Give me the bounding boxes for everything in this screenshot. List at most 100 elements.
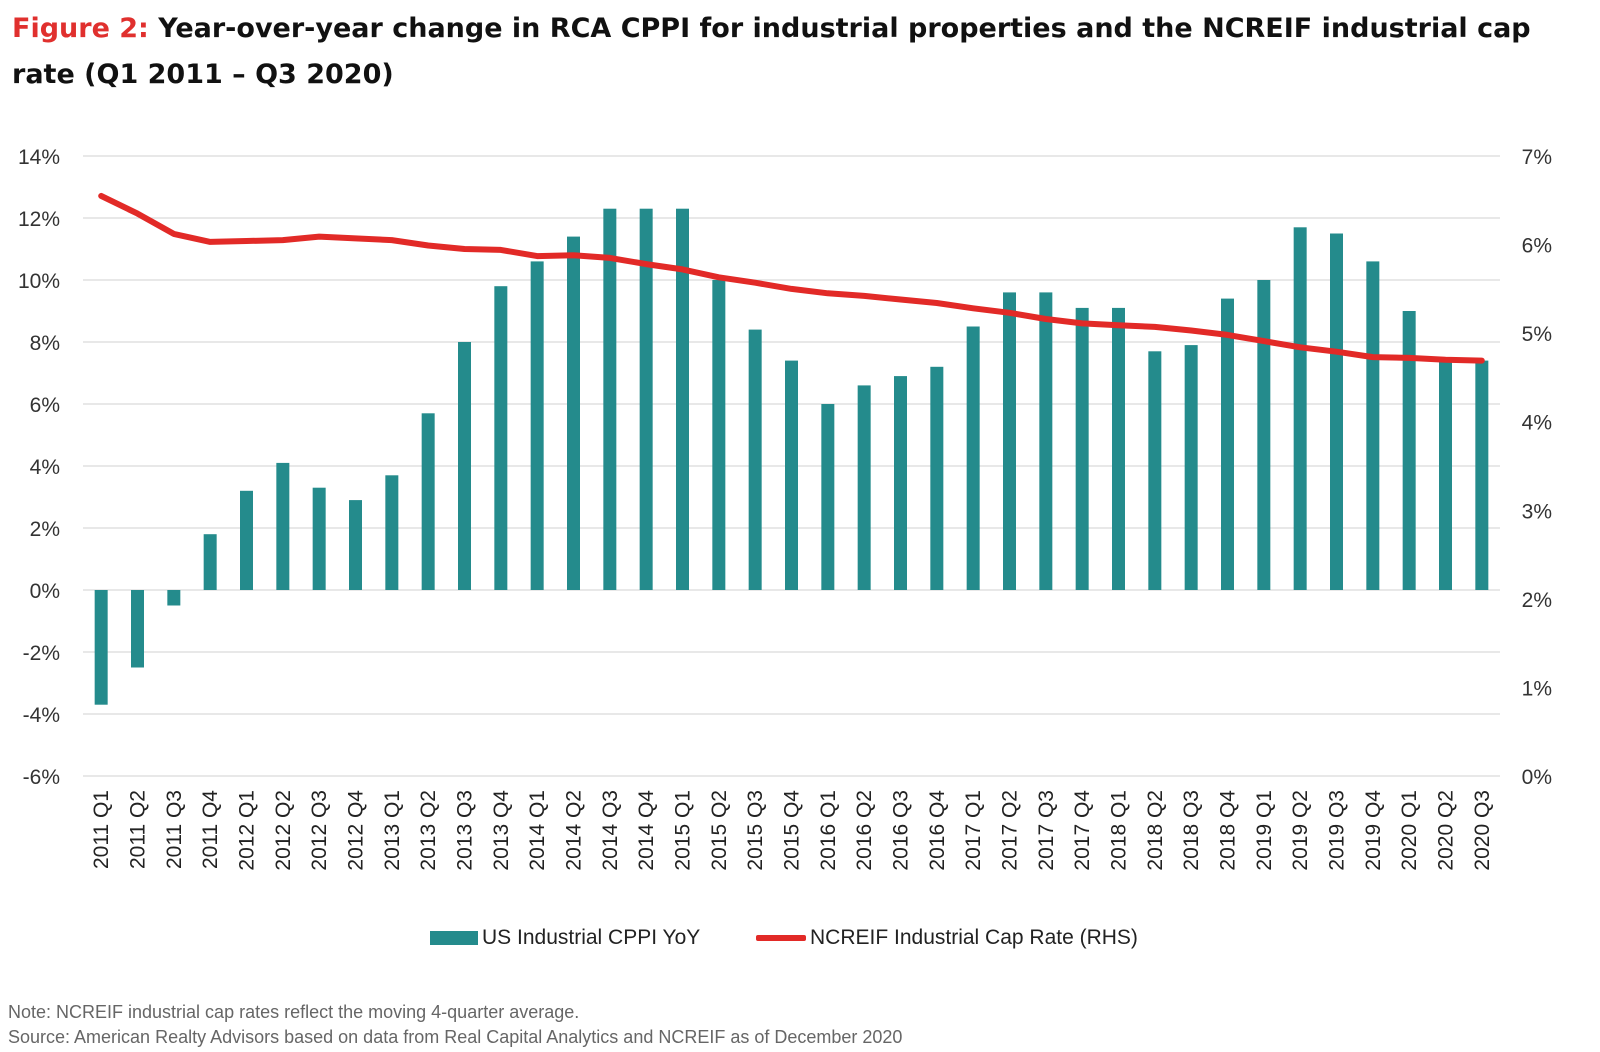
x-tick-label: 2015 Q2 bbox=[708, 790, 731, 871]
x-tick-label: 2020 Q2 bbox=[1435, 790, 1458, 871]
y-left-tick-label: 6% bbox=[30, 394, 60, 417]
x-tick-label: 2012 Q1 bbox=[236, 790, 259, 871]
bar bbox=[857, 385, 871, 590]
bar bbox=[1330, 233, 1343, 590]
bar bbox=[567, 236, 580, 590]
bar bbox=[1402, 311, 1416, 590]
legend-swatch-line bbox=[756, 935, 806, 941]
x-tick-label: 2012 Q3 bbox=[308, 790, 331, 871]
x-tick-label: 2011 Q2 bbox=[127, 790, 150, 869]
chart-title: Figure 2: Year-over-year change in RCA C… bbox=[12, 6, 1587, 98]
x-tick-label: 2018 Q2 bbox=[1144, 790, 1167, 871]
bar bbox=[1257, 280, 1271, 590]
x-tick-label: 2013 Q3 bbox=[454, 790, 477, 871]
y-left-tick-label: 0% bbox=[30, 580, 60, 603]
x-tick-label: 2012 Q4 bbox=[345, 790, 368, 871]
x-tick-label: 2017 Q2 bbox=[999, 790, 1022, 871]
bar bbox=[131, 590, 144, 668]
x-tick-label: 2019 Q2 bbox=[1289, 790, 1312, 871]
footnotes: Note: NCREIF industrial cap rates reflec… bbox=[8, 1000, 902, 1050]
figure-label: Figure 2: bbox=[12, 13, 149, 44]
x-tick-label: 2015 Q3 bbox=[744, 790, 767, 871]
x-tick-label: 2015 Q4 bbox=[781, 790, 804, 871]
bar bbox=[966, 326, 980, 590]
bar bbox=[821, 404, 835, 590]
bar bbox=[240, 490, 253, 590]
y-left-tick-label: 4% bbox=[30, 456, 60, 479]
line-series bbox=[98, 192, 1485, 364]
chart-plot: 14% 12% 10% 8% 6% 4% 2% 0% -2% -4% -6% 7% 6% 5% 4% 3% 2… bbox=[18, 146, 1552, 871]
y-left-tick-label: 8% bbox=[30, 332, 60, 355]
bar bbox=[676, 208, 689, 590]
x-tick-label: 2016 Q1 bbox=[817, 790, 840, 871]
bar bbox=[785, 360, 798, 590]
y-left-tick-label: 14% bbox=[18, 146, 60, 169]
legend-swatch-bar bbox=[430, 931, 478, 945]
y-right-tick-label: 3% bbox=[1522, 500, 1552, 523]
bar bbox=[1475, 360, 1489, 590]
bar bbox=[530, 261, 544, 590]
x-tick-label: 2014 Q1 bbox=[526, 790, 549, 871]
bar bbox=[458, 342, 471, 590]
bar bbox=[1184, 345, 1198, 590]
bar bbox=[1439, 360, 1452, 590]
x-tick-label: 2020 Q3 bbox=[1471, 790, 1494, 871]
bar bbox=[894, 376, 907, 590]
bar bbox=[603, 208, 617, 590]
x-tick-label: 2016 Q2 bbox=[853, 790, 876, 871]
x-tick-label: 2013 Q2 bbox=[417, 790, 440, 871]
y-left-tick-label: -6% bbox=[23, 766, 60, 789]
x-tick-label: 2016 Q4 bbox=[926, 790, 949, 871]
right-axis-ticks: 7% 6% 5% 4% 3% 2% 1% 0% bbox=[1522, 146, 1552, 789]
bar bbox=[1293, 227, 1307, 591]
cap-rate-line bbox=[98, 192, 1485, 364]
bar bbox=[712, 280, 726, 590]
x-tick-label: 2013 Q1 bbox=[381, 790, 404, 871]
bar bbox=[1221, 298, 1234, 590]
legend-item-cap-rate: NCREIF Industrial Cap Rate (RHS) bbox=[756, 926, 1138, 950]
x-tick-label: 2018 Q1 bbox=[1108, 790, 1131, 871]
x-axis-ticks: 2011 Q1 2011 Q2 2011 Q3 2011 Q4 2012 Q1 2012 … bbox=[90, 790, 1494, 871]
x-tick-label: 2011 Q1 bbox=[90, 790, 113, 869]
bar bbox=[167, 590, 181, 606]
x-tick-label: 2018 Q4 bbox=[1217, 790, 1240, 871]
legend: US Industrial CPPI YoY NCREIF Industrial… bbox=[0, 926, 1600, 956]
y-right-tick-label: 7% bbox=[1522, 146, 1552, 169]
bar bbox=[1366, 261, 1380, 590]
bar bbox=[312, 487, 326, 590]
x-tick-label: 2013 Q4 bbox=[490, 790, 513, 871]
x-tick-label: 2014 Q4 bbox=[635, 790, 658, 871]
x-tick-label: 2012 Q2 bbox=[272, 790, 295, 871]
bar bbox=[349, 500, 362, 590]
bar bbox=[930, 366, 944, 590]
y-right-tick-label: 1% bbox=[1522, 677, 1552, 700]
x-tick-label: 2016 Q3 bbox=[890, 790, 913, 871]
bar bbox=[1075, 307, 1089, 590]
y-right-tick-label: 4% bbox=[1522, 412, 1552, 435]
y-right-tick-label: 2% bbox=[1522, 589, 1552, 612]
x-tick-label: 2011 Q4 bbox=[199, 790, 222, 869]
x-tick-label: 2018 Q3 bbox=[1180, 790, 1203, 871]
left-axis-ticks: 14% 12% 10% 8% 6% 4% 2% 0% -2% -4% -6% bbox=[18, 146, 60, 789]
note-text: Note: NCREIF industrial cap rates reflec… bbox=[8, 1002, 580, 1022]
bar bbox=[494, 286, 508, 590]
y-left-tick-label: 12% bbox=[18, 208, 60, 231]
bar bbox=[1112, 307, 1125, 590]
bar bbox=[1148, 351, 1162, 590]
bar bbox=[421, 413, 435, 590]
x-tick-label: 2019 Q4 bbox=[1362, 790, 1385, 871]
x-tick-label: 2017 Q3 bbox=[1035, 790, 1058, 871]
legend-label-cap-rate: NCREIF Industrial Cap Rate (RHS) bbox=[810, 926, 1138, 949]
x-tick-label: 2017 Q1 bbox=[962, 790, 985, 871]
y-left-tick-label: 10% bbox=[18, 270, 60, 293]
legend-label-cppi: US Industrial CPPI YoY bbox=[482, 926, 701, 949]
bar-series bbox=[94, 208, 1489, 705]
bar bbox=[276, 462, 290, 590]
y-left-tick-label: -4% bbox=[23, 704, 60, 727]
x-tick-label: 2014 Q2 bbox=[563, 790, 586, 871]
bar bbox=[748, 329, 762, 590]
y-left-tick-label: 2% bbox=[30, 518, 60, 541]
x-tick-label: 2017 Q4 bbox=[1071, 790, 1094, 871]
bar bbox=[1039, 292, 1053, 590]
source-text: Source: American Realty Advisors based o… bbox=[8, 1027, 903, 1047]
